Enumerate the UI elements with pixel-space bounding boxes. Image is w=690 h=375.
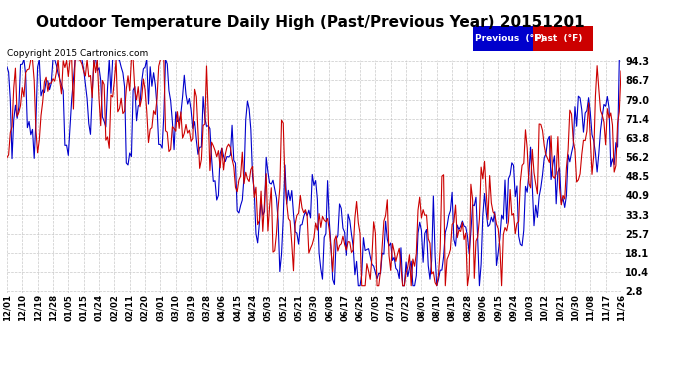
Text: Copyright 2015 Cartronics.com: Copyright 2015 Cartronics.com (7, 49, 148, 58)
Text: Past  (°F): Past (°F) (535, 34, 583, 43)
Text: Outdoor Temperature Daily High (Past/Previous Year) 20151201: Outdoor Temperature Daily High (Past/Pre… (36, 15, 585, 30)
Bar (533, 26, 593, 51)
Text: Previous  (°F): Previous (°F) (475, 34, 544, 43)
Bar (473, 26, 533, 51)
